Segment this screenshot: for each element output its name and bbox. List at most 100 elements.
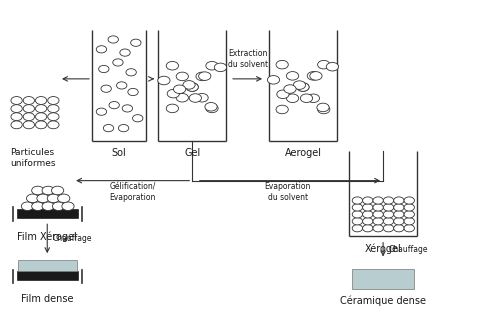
Circle shape (267, 76, 279, 84)
Circle shape (108, 36, 118, 43)
Circle shape (351, 204, 362, 211)
Circle shape (32, 186, 44, 195)
Circle shape (42, 186, 54, 195)
Circle shape (189, 94, 201, 102)
Circle shape (36, 105, 47, 113)
Circle shape (195, 93, 208, 102)
Circle shape (23, 113, 35, 121)
Circle shape (307, 94, 319, 103)
Circle shape (166, 104, 178, 113)
Circle shape (36, 113, 47, 121)
Circle shape (186, 83, 198, 91)
Circle shape (205, 104, 217, 113)
Circle shape (11, 113, 22, 121)
Circle shape (300, 94, 312, 103)
Circle shape (383, 225, 393, 232)
Circle shape (403, 225, 414, 232)
Circle shape (176, 72, 188, 81)
Circle shape (167, 89, 179, 98)
Text: Gélification/
Evaporation: Gélification/ Evaporation (109, 182, 156, 202)
Circle shape (393, 211, 403, 218)
Circle shape (403, 211, 414, 218)
Circle shape (195, 72, 208, 81)
Circle shape (52, 202, 64, 210)
Circle shape (157, 76, 169, 85)
Circle shape (166, 61, 178, 70)
Circle shape (96, 46, 107, 53)
Circle shape (393, 204, 403, 211)
Circle shape (103, 125, 113, 132)
Circle shape (48, 113, 59, 121)
Circle shape (296, 83, 309, 91)
Circle shape (283, 85, 296, 93)
Circle shape (11, 105, 22, 113)
Text: Chauffage: Chauffage (53, 234, 92, 243)
Circle shape (393, 197, 403, 204)
Circle shape (47, 194, 60, 203)
Circle shape (36, 96, 47, 105)
Text: Céramique dense: Céramique dense (339, 295, 425, 306)
Circle shape (286, 94, 298, 103)
Circle shape (393, 218, 403, 225)
Text: Film dense: Film dense (21, 293, 73, 304)
Circle shape (48, 121, 59, 129)
Text: Gel: Gel (184, 148, 200, 158)
Circle shape (21, 202, 34, 210)
Circle shape (403, 218, 414, 225)
Circle shape (325, 62, 338, 71)
Circle shape (351, 211, 362, 218)
Circle shape (120, 49, 130, 56)
Circle shape (173, 85, 185, 93)
Text: Chauffage: Chauffage (388, 245, 427, 254)
Circle shape (48, 96, 59, 105)
Circle shape (128, 88, 138, 95)
Circle shape (182, 81, 195, 89)
Circle shape (58, 194, 70, 203)
Circle shape (403, 197, 414, 204)
Circle shape (351, 225, 362, 232)
Bar (352, 269, 413, 289)
Circle shape (351, 197, 362, 204)
Circle shape (32, 202, 44, 210)
Circle shape (362, 218, 372, 225)
Circle shape (372, 225, 383, 232)
Circle shape (26, 194, 39, 203)
Circle shape (286, 72, 298, 80)
Circle shape (96, 108, 107, 115)
Circle shape (276, 90, 288, 98)
Circle shape (62, 202, 74, 210)
Circle shape (131, 39, 141, 46)
Circle shape (393, 225, 403, 232)
Circle shape (307, 72, 319, 80)
Circle shape (214, 63, 226, 72)
Circle shape (36, 121, 47, 129)
Circle shape (109, 102, 119, 109)
Circle shape (176, 93, 188, 102)
Circle shape (11, 121, 22, 129)
Circle shape (11, 96, 22, 105)
Circle shape (362, 211, 372, 218)
Circle shape (204, 103, 216, 111)
Circle shape (351, 218, 362, 225)
Text: Evaporation
du solvent: Evaporation du solvent (264, 182, 310, 202)
Circle shape (362, 225, 372, 232)
Circle shape (23, 105, 35, 113)
Circle shape (372, 218, 383, 225)
Circle shape (205, 61, 217, 70)
Circle shape (118, 125, 129, 132)
Circle shape (51, 186, 63, 195)
Circle shape (276, 60, 288, 69)
Bar (16, 209, 78, 218)
Circle shape (112, 59, 123, 66)
Circle shape (132, 115, 143, 122)
Circle shape (309, 72, 322, 80)
Circle shape (48, 105, 59, 113)
Circle shape (98, 65, 109, 73)
Circle shape (372, 211, 383, 218)
Circle shape (383, 197, 393, 204)
Circle shape (116, 82, 127, 89)
Circle shape (372, 197, 383, 204)
Circle shape (296, 83, 309, 91)
Circle shape (23, 96, 35, 105)
Circle shape (23, 121, 35, 129)
